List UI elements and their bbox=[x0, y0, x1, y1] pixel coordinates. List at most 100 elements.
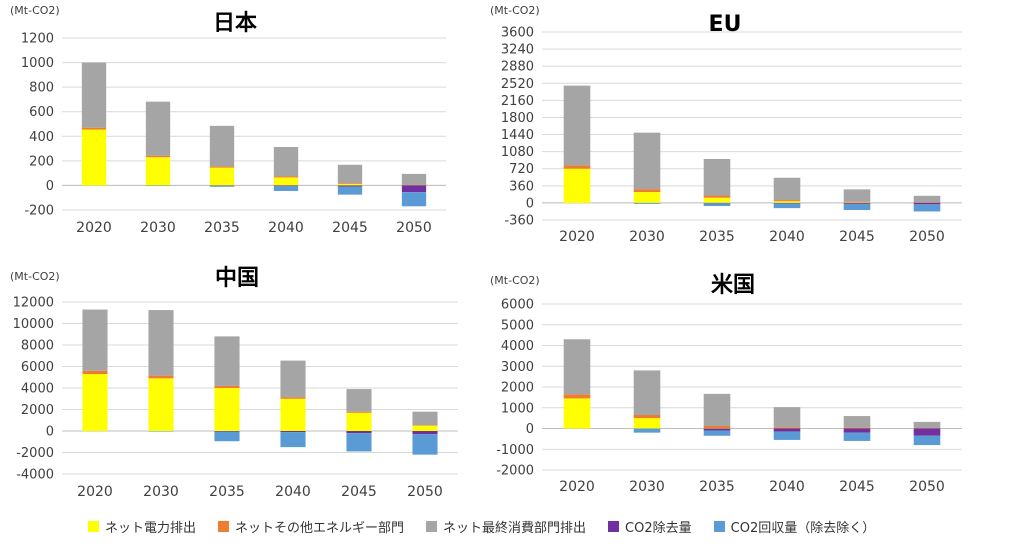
bar-segment-net-final-consumption bbox=[214, 336, 240, 386]
bar-segment-co2-capture bbox=[145, 185, 171, 186]
legend-label: ネットその他エネルギー部門 bbox=[235, 520, 405, 536]
bar-segment-net-power bbox=[81, 129, 107, 186]
bar-segment-net-final-consumption bbox=[273, 146, 299, 177]
bar-segment-co2-removal bbox=[346, 431, 372, 434]
x-tick-label: 2050 bbox=[396, 220, 432, 236]
bar-segment-net-other-energy bbox=[81, 127, 107, 130]
bar-segment-co2-removal bbox=[280, 431, 306, 433]
bar-segment-net-power bbox=[273, 177, 299, 186]
x-tick-label: 2040 bbox=[275, 484, 311, 500]
x-tick-label: 2020 bbox=[559, 479, 595, 495]
y-tick-label: 360 bbox=[509, 179, 534, 194]
x-tick-label: 2050 bbox=[407, 484, 443, 500]
bar-segment-net-other-energy bbox=[913, 428, 941, 429]
legend-item-net-other-energy: ネットその他エネルギー部門 bbox=[218, 517, 404, 536]
legend-swatch bbox=[426, 520, 438, 532]
bar-segment-co2-capture bbox=[401, 192, 427, 207]
x-tick-label: 2045 bbox=[332, 220, 368, 236]
bar-segment-co2-capture bbox=[148, 431, 174, 432]
y-tick-label: -1000 bbox=[496, 443, 534, 458]
bar-segment-net-other-energy bbox=[401, 184, 427, 186]
chart-japan: -200 0 200 400 600 800 1000 1200 2020 2030 2035 204… bbox=[10, 4, 446, 236]
bar-segment-net-power bbox=[214, 388, 240, 431]
bar-segment-net-final-consumption bbox=[412, 411, 438, 426]
bar-segment-co2-capture bbox=[337, 186, 363, 195]
y-tick-label: -2000 bbox=[496, 464, 534, 479]
bar-segment-net-other-energy bbox=[412, 425, 438, 426]
legend-swatch bbox=[88, 520, 99, 532]
y-tick-label: 2160 bbox=[501, 94, 534, 109]
x-tick-label: 2020 bbox=[559, 229, 595, 245]
y-tick-label: 6000 bbox=[21, 360, 54, 375]
bar-segment-co2-removal bbox=[773, 202, 801, 204]
bar-segment-net-final-consumption bbox=[280, 360, 306, 398]
x-tick-label: 2040 bbox=[268, 220, 304, 236]
legend-swatch bbox=[713, 520, 725, 532]
y-tick-label: 8000 bbox=[21, 339, 54, 354]
bar-segment-net-other-energy bbox=[563, 394, 591, 399]
bar-segment-net-other-energy bbox=[563, 165, 591, 169]
bar-segment-net-other-energy bbox=[773, 427, 801, 429]
bar-segment-co2-capture bbox=[273, 186, 299, 191]
y-tick-label: 2000 bbox=[21, 403, 54, 418]
bar-segment-net-other-energy bbox=[346, 411, 372, 413]
y-tick-label: 4000 bbox=[501, 339, 534, 354]
legend: ネット電力排出 ネットその他エネルギー部門 ネット最終消費部門排出 CO2除去量… bbox=[88, 514, 1018, 538]
chart-title: EU bbox=[709, 12, 742, 37]
chart-title: 日本 bbox=[213, 11, 257, 36]
y-tick-label: 400 bbox=[29, 130, 54, 145]
bar-segment-net-other-energy bbox=[148, 375, 174, 379]
bar-segment-co2-capture bbox=[346, 433, 372, 452]
y-tick-label: 1440 bbox=[501, 128, 534, 143]
y-tick-label: 3000 bbox=[501, 360, 534, 375]
y-tick-label: 1000 bbox=[501, 401, 534, 416]
bar-segment-net-power bbox=[773, 201, 801, 203]
x-tick-label: 2045 bbox=[341, 484, 377, 500]
chart-eu: -360 0 360 720 1080 1440 1800 2160 2520 2880 3240 3… bbox=[490, 4, 962, 245]
bar-segment-co2-capture bbox=[773, 203, 801, 209]
bar-segment-net-final-consumption bbox=[913, 421, 941, 429]
legend-label: CO2除去量 bbox=[625, 520, 692, 536]
unit-label: (Mt-CO2) bbox=[10, 270, 60, 283]
x-tick-label: 2050 bbox=[909, 479, 945, 495]
bar-segment-net-final-consumption bbox=[346, 389, 372, 412]
bar-segment-net-power bbox=[563, 398, 591, 429]
x-tick-label: 2045 bbox=[839, 479, 875, 495]
bar-segment-net-power bbox=[563, 168, 591, 203]
y-tick-label: 1000 bbox=[21, 56, 54, 71]
bar-segment-co2-capture bbox=[773, 431, 801, 440]
bar-segment-net-power bbox=[346, 412, 372, 431]
bar-segment-co2-capture bbox=[843, 432, 871, 441]
y-tick-label: 2000 bbox=[501, 381, 534, 396]
bar-segment-co2-removal bbox=[209, 185, 235, 186]
bar-segment-net-other-energy bbox=[843, 427, 871, 429]
bar-segment-co2-capture bbox=[913, 204, 941, 212]
chart-title: 中国 bbox=[215, 266, 259, 291]
x-tick-label: 2030 bbox=[143, 484, 179, 500]
legend-item-net-final-consumption: ネット最終消費部門排出 bbox=[426, 517, 586, 536]
bar-segment-co2-capture bbox=[633, 202, 661, 204]
bar-segment-co2-removal bbox=[773, 428, 801, 432]
bar-segment-net-final-consumption bbox=[148, 310, 174, 376]
bar-segment-net-final-consumption bbox=[703, 158, 731, 196]
bar-segment-co2-removal bbox=[913, 428, 941, 436]
x-tick-label: 2030 bbox=[140, 220, 176, 236]
chart-title: 米国 bbox=[711, 273, 755, 298]
bar-segment-co2-removal bbox=[843, 202, 871, 204]
bar-segment-net-final-consumption bbox=[563, 339, 591, 395]
legend-swatch bbox=[608, 520, 620, 532]
bar-segment-net-final-consumption bbox=[773, 407, 801, 428]
bar-segment-co2-removal bbox=[337, 185, 363, 187]
bar-segment-net-final-consumption bbox=[81, 62, 107, 128]
bar-segment-co2-capture bbox=[280, 432, 306, 448]
x-tick-label: 2045 bbox=[839, 229, 875, 245]
bar-segment-net-final-consumption bbox=[209, 125, 235, 167]
bar-segment-net-power bbox=[633, 418, 661, 429]
bar-segment-net-other-energy bbox=[82, 370, 108, 375]
bar-segment-net-final-consumption bbox=[633, 370, 661, 416]
y-tick-label: 720 bbox=[509, 162, 534, 177]
bar-segment-co2-capture bbox=[703, 203, 731, 206]
bar-segment-net-power bbox=[209, 167, 235, 186]
bar-segment-co2-capture bbox=[703, 430, 731, 436]
